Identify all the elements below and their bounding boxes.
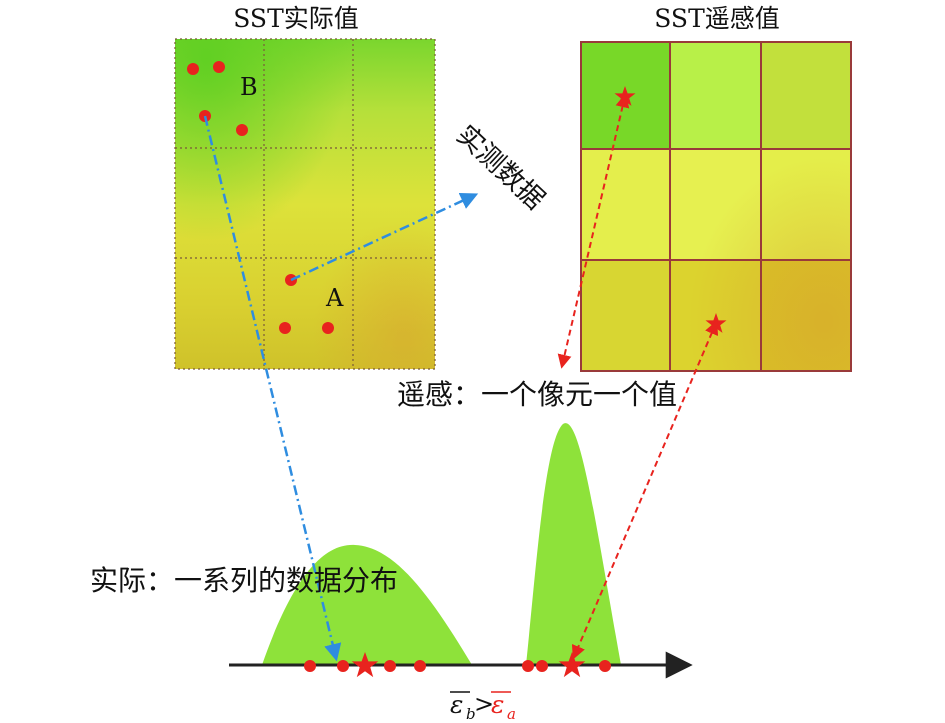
axis-point [337, 660, 349, 672]
remote-sst-title: SST遥感值 [654, 4, 780, 33]
remote-caption: 遥感：一个像元一个值 [397, 378, 677, 411]
measure-point [187, 63, 199, 75]
measure-point [279, 322, 291, 334]
axis-point [536, 660, 548, 672]
epsilon-b: ε [450, 690, 463, 719]
axis-star-remote [558, 652, 586, 678]
measure-point [213, 61, 225, 73]
greater-than-sign: > [474, 690, 494, 718]
epsilon-a: ε [491, 690, 504, 719]
subscript-b: b [466, 705, 476, 723]
actual-field-orange [175, 39, 435, 369]
axis-point [384, 660, 396, 672]
actual-caption: 实际：一系列的数据分布 [90, 564, 398, 597]
axis-point [304, 660, 316, 672]
actual-sst-title: SST实际值 [233, 4, 359, 33]
remote-distribution-curve [526, 423, 621, 665]
measure-point [322, 322, 334, 334]
point-b-label: B [240, 73, 258, 101]
axis-point [599, 660, 611, 672]
axis-point [522, 660, 534, 672]
subscript-a: a [507, 705, 516, 723]
remote-to-axis-arrow [571, 320, 719, 660]
actual-sst-grid [174, 38, 436, 370]
measure-point [236, 124, 248, 136]
point-a-label: A [325, 284, 344, 312]
measured-data-arrow [290, 192, 479, 282]
axis-point [414, 660, 426, 672]
actual-grid-border [174, 38, 436, 370]
error-comparison-formula: ε b > ε a [450, 690, 516, 723]
actual-distribution-curve [262, 544, 472, 665]
axis-star-actual [351, 652, 379, 678]
measured-data-label: 实测数据 [450, 119, 550, 215]
b-to-axis-arrow [203, 115, 342, 662]
